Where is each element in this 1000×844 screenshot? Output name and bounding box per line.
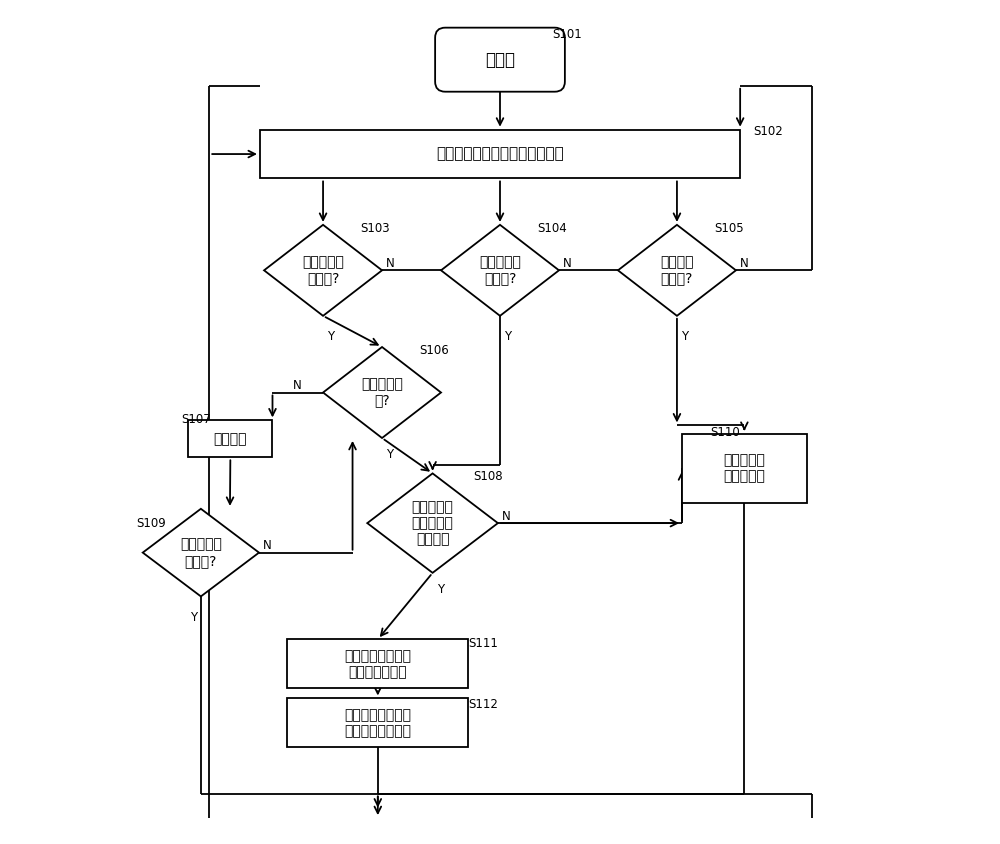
Polygon shape	[441, 225, 559, 316]
Text: N: N	[386, 257, 395, 270]
Text: N: N	[293, 379, 302, 392]
Bar	[287, 698, 468, 747]
Text: 油量少于
设定值?: 油量少于 设定值?	[660, 255, 694, 285]
Polygon shape	[143, 509, 259, 597]
Text: 油门开度主控芯片接收控制信号: 油门开度主控芯片接收控制信号	[436, 147, 564, 161]
Text: S110: S110	[711, 425, 740, 439]
Polygon shape	[618, 225, 736, 316]
Polygon shape	[323, 347, 441, 438]
Polygon shape	[264, 225, 382, 316]
Text: N: N	[263, 539, 272, 552]
Text: S105: S105	[714, 222, 744, 235]
Bar	[682, 434, 807, 503]
Text: S103: S103	[360, 222, 390, 235]
Text: 正常巡航: 正常巡航	[214, 432, 247, 446]
Text: 是否退出巡
航模式?: 是否退出巡 航模式?	[180, 538, 222, 568]
Text: S106: S106	[419, 344, 449, 357]
Text: N: N	[502, 510, 511, 523]
Text: 计算得出发动机的
合理功率输出值: 计算得出发动机的 合理功率输出值	[344, 649, 411, 679]
Text: Y: Y	[504, 330, 511, 344]
Text: S104: S104	[537, 222, 567, 235]
Text: 是否进入巡
航模式?: 是否进入巡 航模式?	[302, 255, 344, 285]
Text: 初始化: 初始化	[485, 51, 515, 68]
Text: 是否踩踏油
门?: 是否踩踏油 门?	[361, 377, 403, 408]
Text: 发动机按限制功率
输出方式输出功率: 发动机按限制功率 输出方式输出功率	[344, 708, 411, 738]
Text: S108: S108	[473, 470, 503, 484]
Text: S101: S101	[552, 28, 582, 41]
Text: 油门开度变
化率是否大
于设定值: 油门开度变 化率是否大 于设定值	[412, 500, 454, 546]
Text: Y: Y	[386, 448, 393, 462]
Text: Y: Y	[437, 583, 444, 596]
Text: S112: S112	[468, 698, 498, 711]
Text: S109: S109	[136, 517, 166, 530]
Bar	[260, 130, 740, 178]
FancyBboxPatch shape	[435, 28, 565, 92]
Text: S107: S107	[181, 413, 211, 426]
Text: 进入功率限
制模式?: 进入功率限 制模式?	[479, 255, 521, 285]
Text: 发动机按正
常功率输出: 发动机按正 常功率输出	[723, 453, 765, 484]
Text: S102: S102	[753, 125, 783, 138]
Bar	[188, 420, 272, 457]
Polygon shape	[367, 473, 498, 573]
Text: S111: S111	[468, 637, 498, 650]
Text: Y: Y	[190, 611, 197, 624]
Text: Y: Y	[681, 330, 688, 344]
Text: Y: Y	[327, 330, 334, 344]
Text: N: N	[563, 257, 572, 270]
Bar	[287, 640, 468, 688]
Text: N: N	[740, 257, 749, 270]
